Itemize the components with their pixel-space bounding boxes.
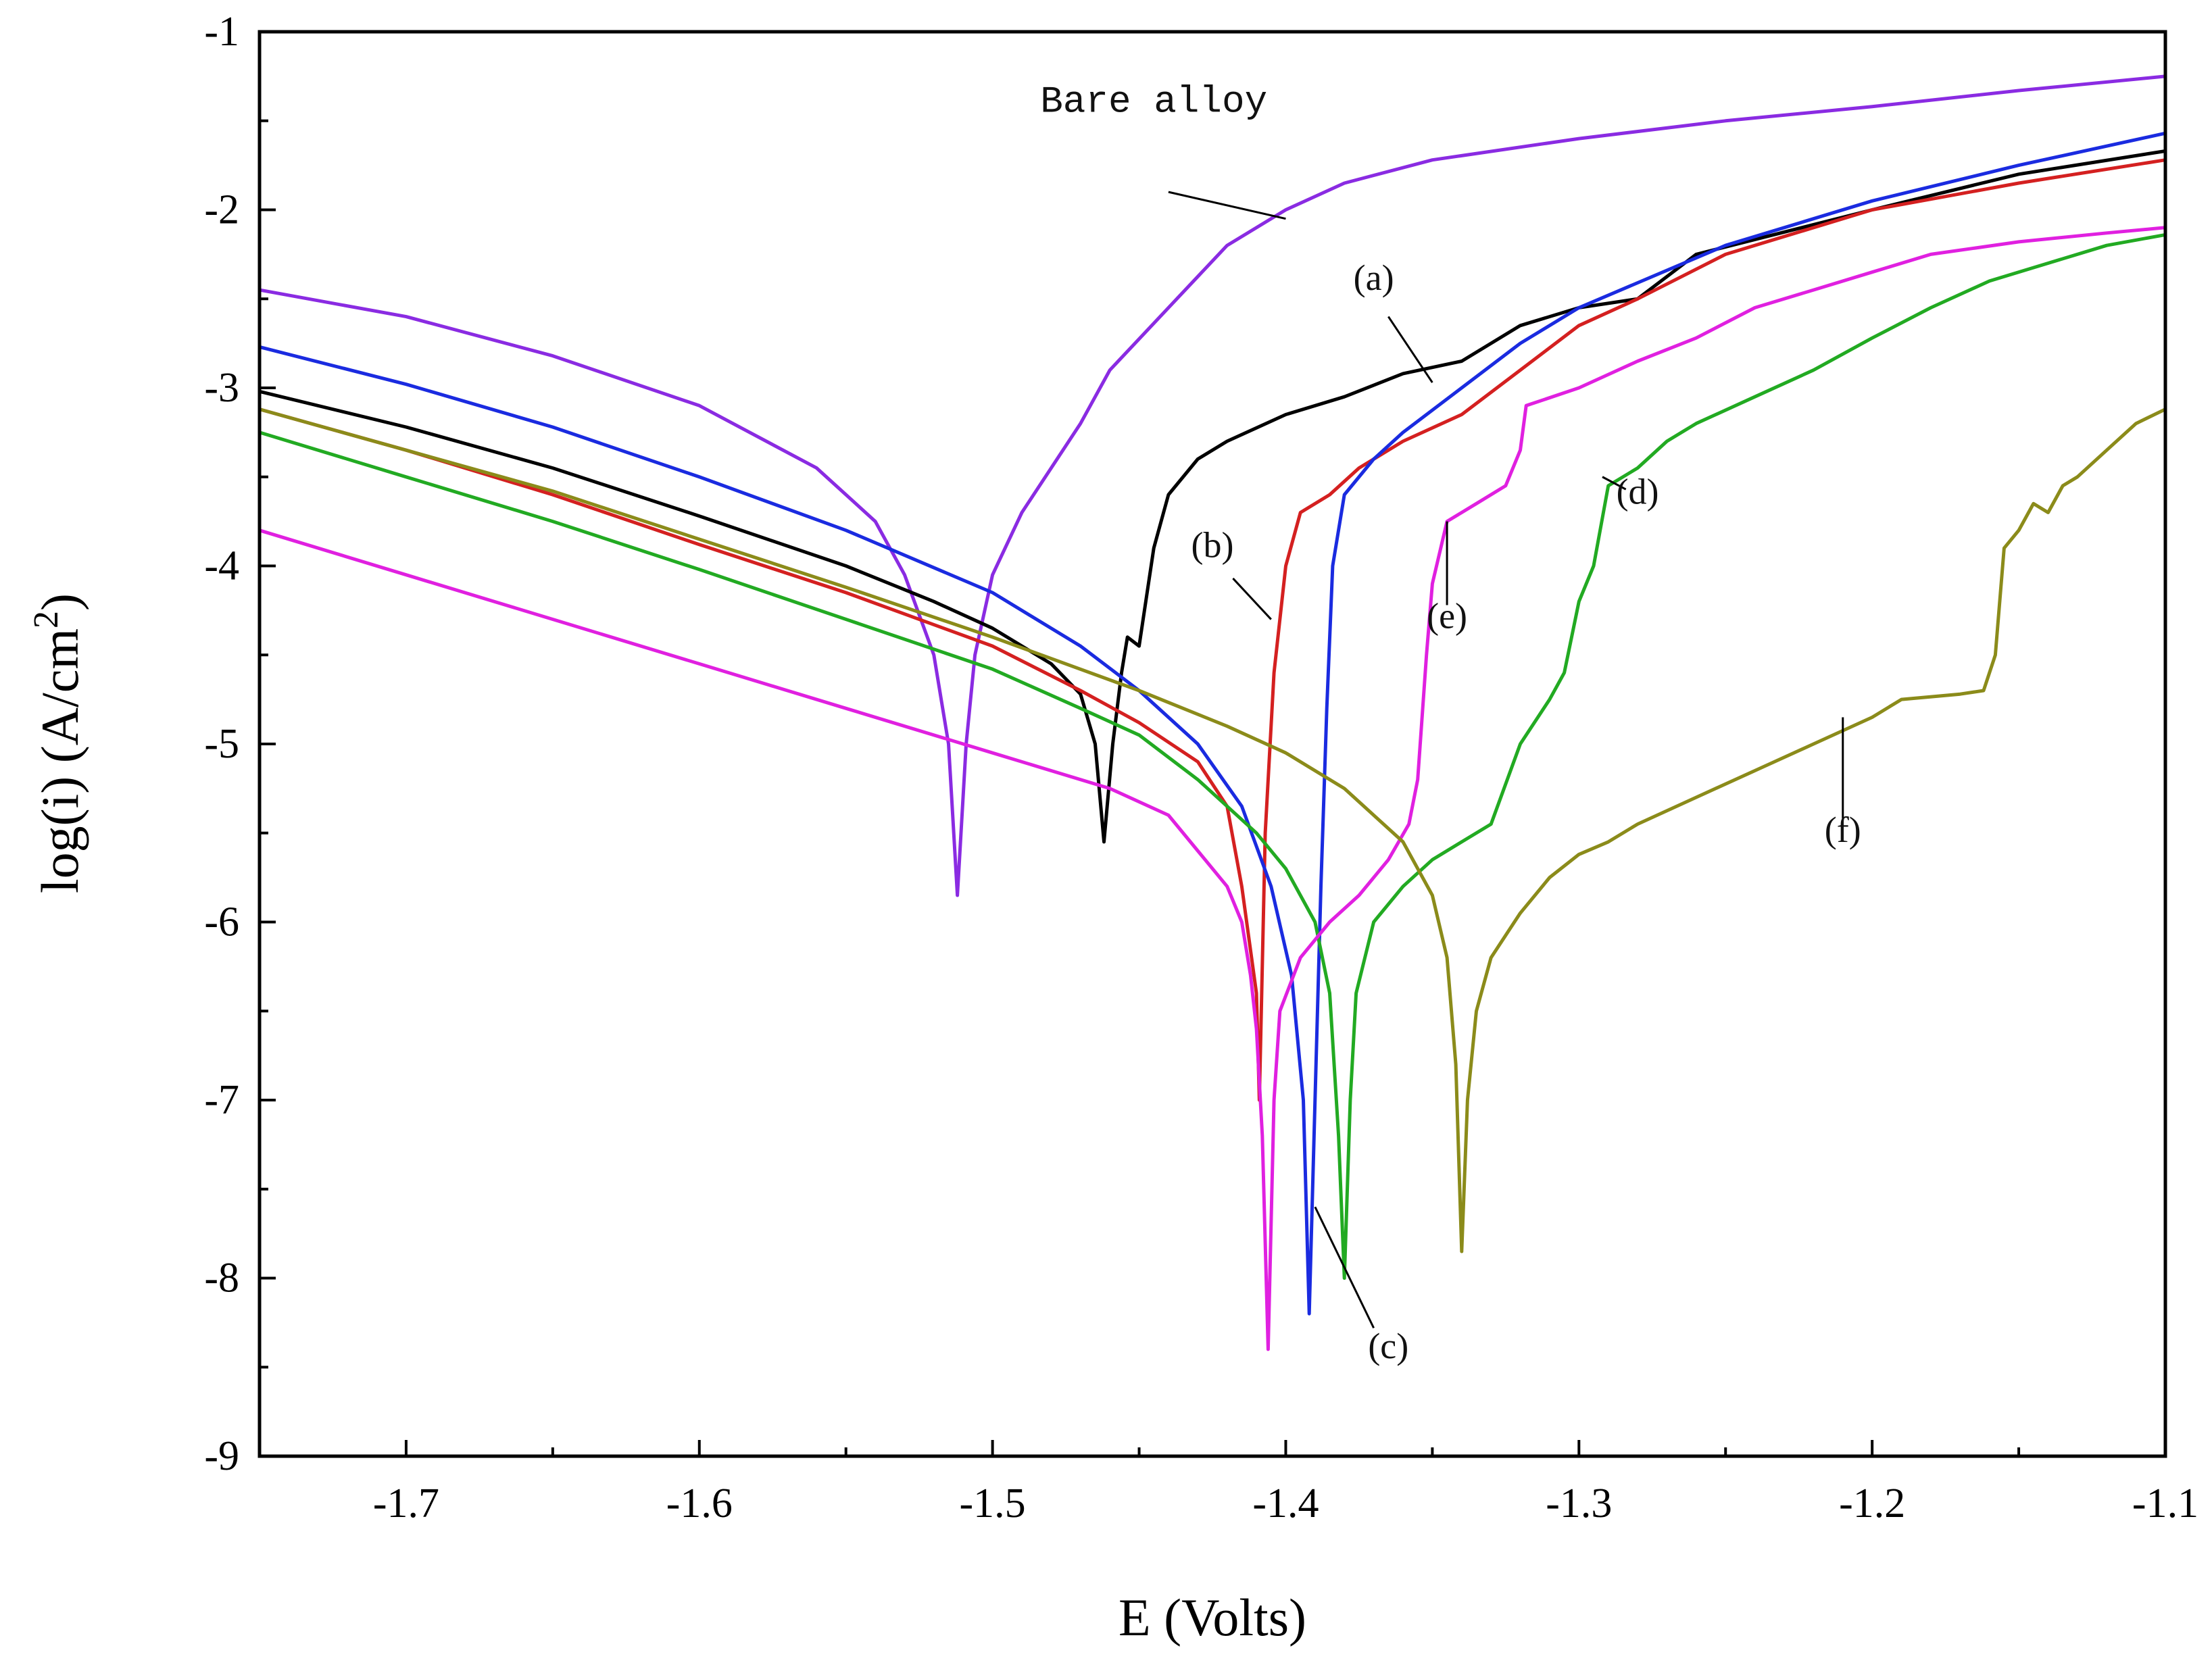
series-layer <box>257 74 2167 1351</box>
y-axis-title-close: ) <box>30 593 89 611</box>
series-line-2 <box>257 158 2167 1102</box>
annotation-leader-4 <box>1602 476 1627 491</box>
x-tick-label: -1.6 <box>666 1481 733 1526</box>
annotation-label-0: Bare alloy <box>1040 80 1267 124</box>
series-line-0 <box>257 74 2167 897</box>
y-tick-label: -9 <box>204 1433 239 1479</box>
x-tick-label: -1.3 <box>1546 1481 1612 1526</box>
series-line-1 <box>257 149 2167 844</box>
y-tick-label: -5 <box>204 721 239 767</box>
annotation-label-3: (c) <box>1368 1326 1408 1366</box>
annotation-label-4: (d) <box>1617 471 1659 512</box>
annotation-layer: Bare alloy (a) (b) (c) (d) (e) (f) <box>1040 80 1861 1366</box>
annotation-leader-1 <box>1387 316 1433 383</box>
annotation-label-1: (a) <box>1354 257 1394 298</box>
y-tick-label: -8 <box>204 1255 239 1301</box>
y-axis-title: log(i) (A/cm2) <box>27 593 89 893</box>
series-line-4 <box>257 232 2167 1280</box>
annotation-label-2: (b) <box>1191 524 1234 565</box>
series-line-3 <box>257 131 2167 1316</box>
x-tick-label: -1.7 <box>373 1481 439 1526</box>
series-line-6 <box>257 407 2167 1253</box>
annotation-leader-0 <box>1168 191 1286 220</box>
annotation-label-5: (e) <box>1427 596 1467 637</box>
annotation-label-6: (f) <box>1825 810 1861 850</box>
y-tick-label: -2 <box>204 187 239 233</box>
series-line-5 <box>257 226 2167 1351</box>
y-tick-label: -3 <box>204 365 239 411</box>
x-axis-title: E (Volts) <box>1119 1588 1306 1647</box>
y-tick-label: -7 <box>204 1077 239 1123</box>
y-tick-label: -6 <box>204 899 239 945</box>
y-tick-label: -1 <box>204 9 239 55</box>
x-tick-label: -1.4 <box>1252 1481 1319 1526</box>
x-tick-label: -1.2 <box>1839 1481 1905 1526</box>
y-axis-title-main: log(i) (A/cm <box>30 628 89 893</box>
y-axis-title-sup: 2 <box>27 611 66 628</box>
annotation-leader-3 <box>1314 1206 1375 1328</box>
x-tick-label: -1.5 <box>960 1481 1026 1526</box>
y-tick-label: -4 <box>204 543 239 589</box>
annotation-leader-2 <box>1232 577 1272 620</box>
tick-layer: -1.7 -1.6 -1.5 -1.4 -1.3 -1.2 -1.1 -9 -8 -7 -6 -5 -4… <box>204 9 2198 1526</box>
x-tick-label: -1.1 <box>2132 1481 2198 1526</box>
